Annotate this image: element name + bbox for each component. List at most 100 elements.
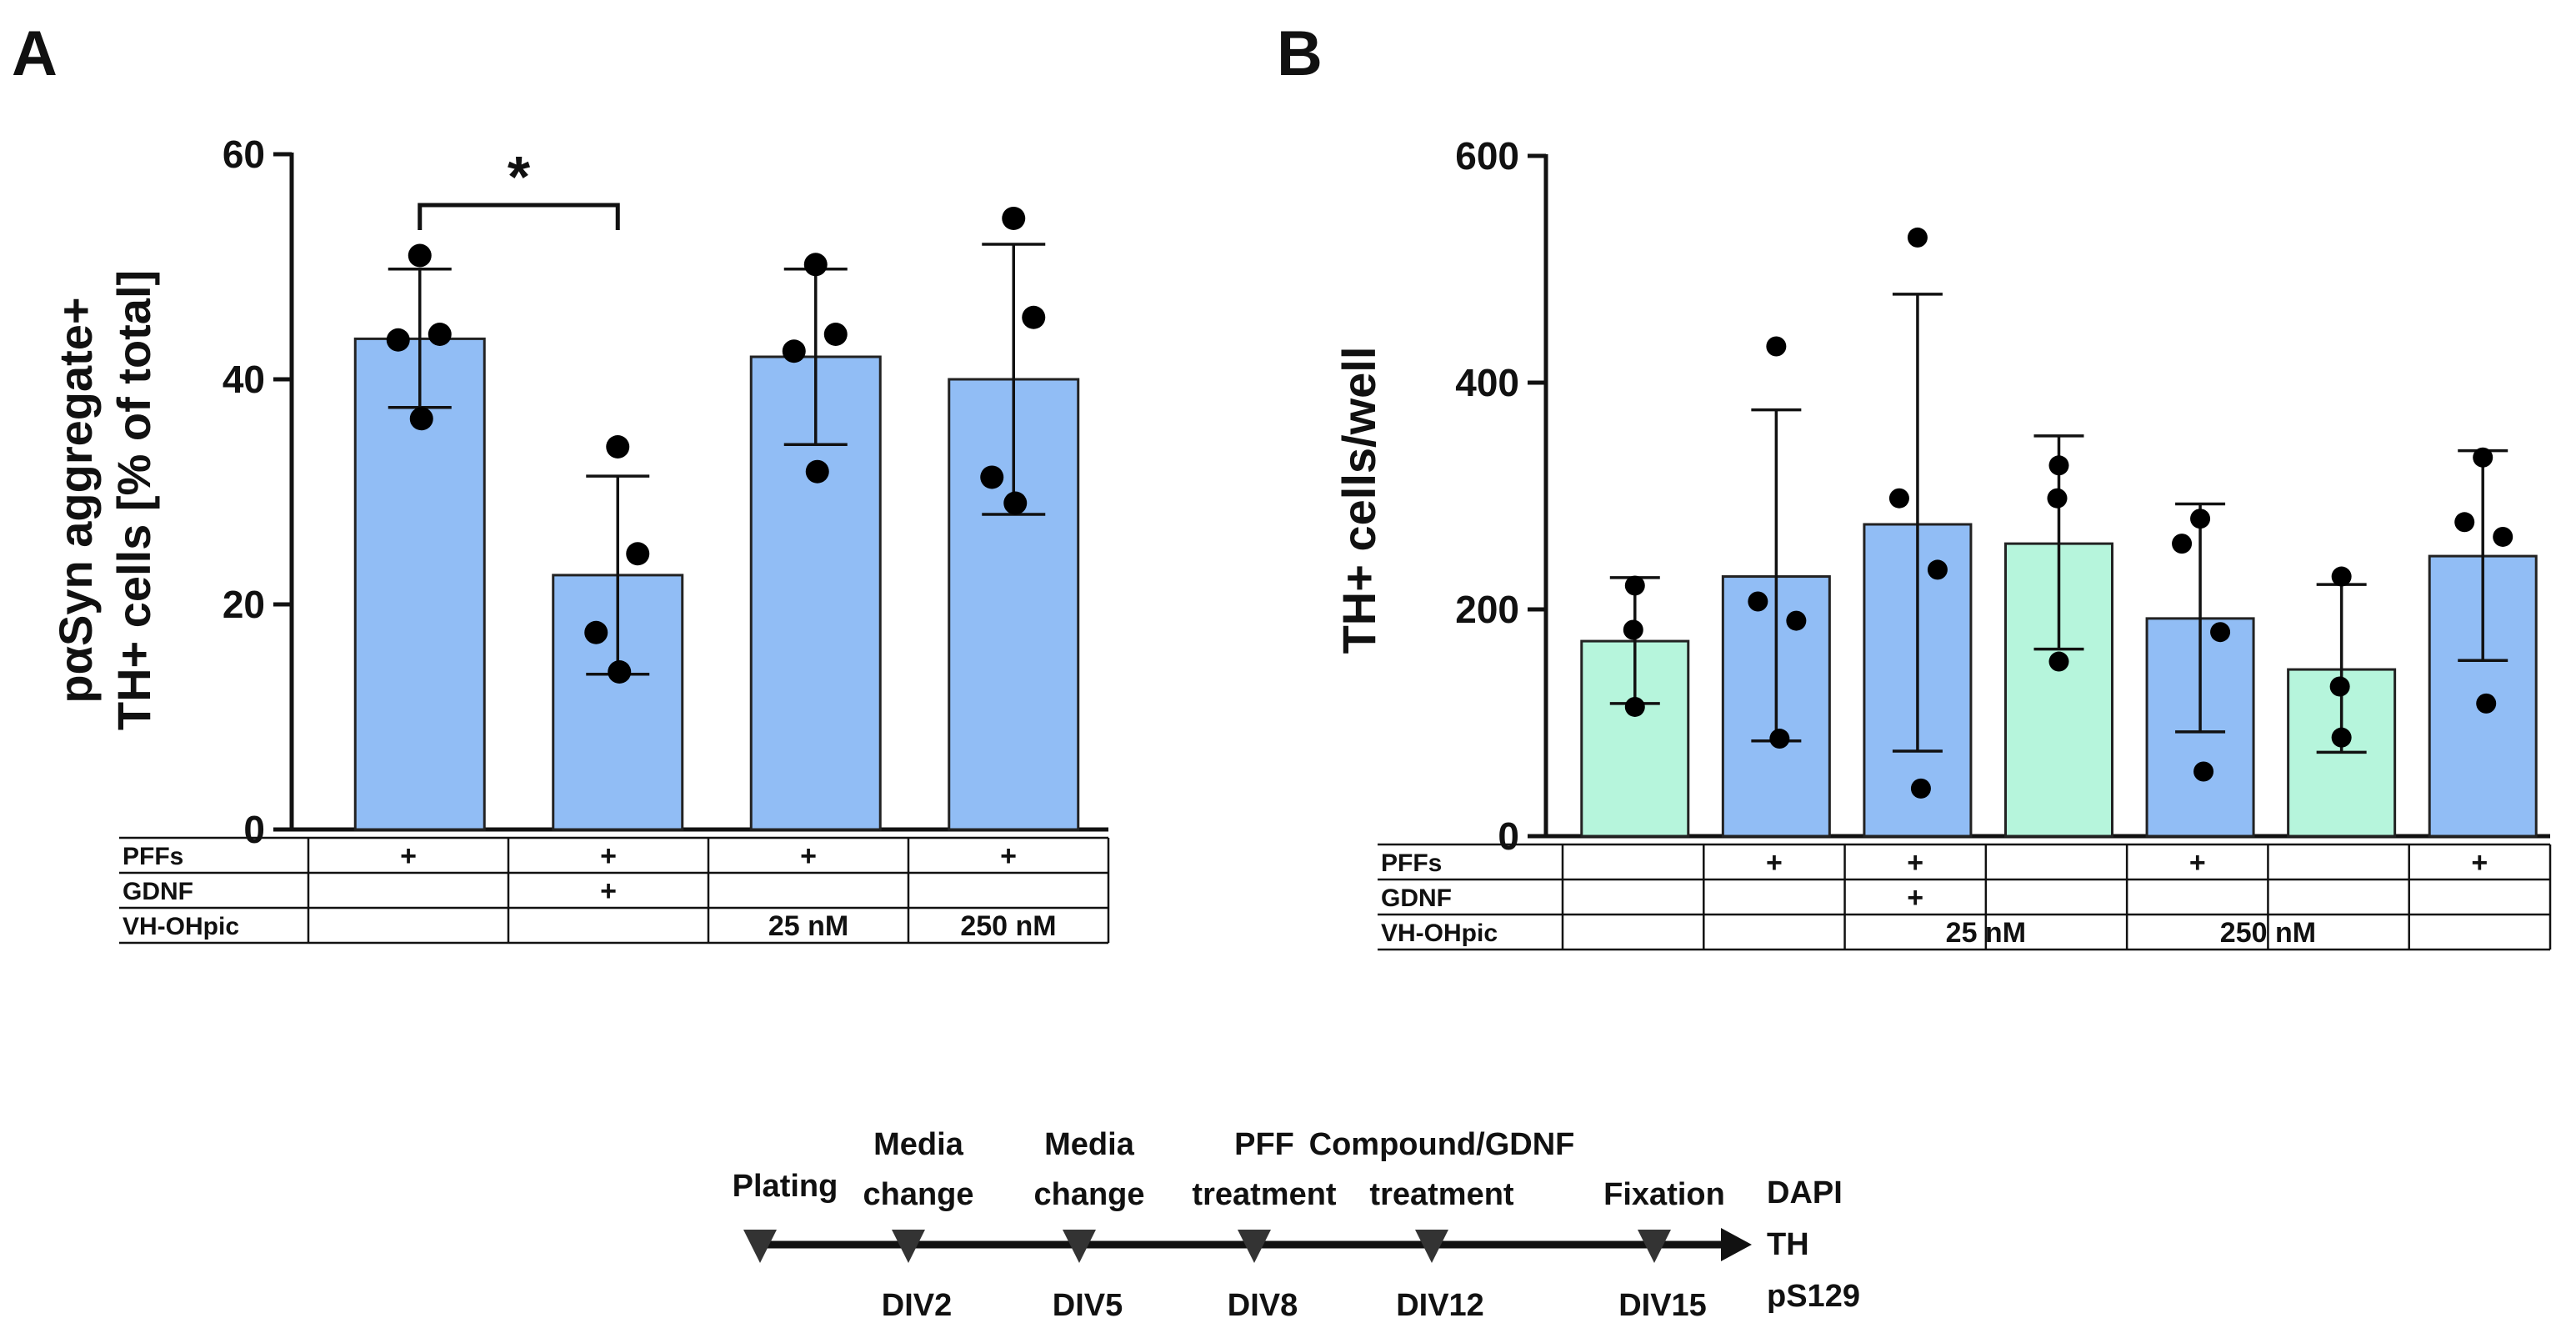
chart-b-data-point (2473, 447, 2493, 468)
chart-b-ytick-label: 400 (1455, 361, 1519, 404)
chart-a-ytick-label: 20 (223, 583, 265, 626)
chart-a: pαSyn aggregate+ TH+ cells [% of total] … (49, 133, 1110, 945)
chart-a-data-point (805, 459, 829, 484)
chart-a-condition-cell: + (1000, 840, 1017, 872)
panel-b-letter: B (1277, 18, 1323, 89)
timeline-day-label: DIV5 (1053, 1288, 1123, 1323)
chart-a-data-point (1003, 491, 1028, 515)
timeline-event-label-line1: Media (873, 1127, 964, 1162)
chart-b-ytick-label: 600 (1455, 134, 1519, 178)
chart-b-data-point (2210, 622, 2231, 643)
chart-b-data-point (2493, 526, 2513, 547)
timeline-marker (743, 1230, 777, 1263)
chart-b-data-point (2048, 651, 2069, 672)
chart-a-condition-row-label: GDNF (123, 878, 193, 905)
timeline-event-label-line1: Media (1044, 1127, 1135, 1162)
chart-a-data-point (626, 542, 650, 566)
chart-b-data-point (1766, 336, 1787, 357)
chart-a-condition-row-label: PFFs (123, 843, 183, 870)
chart-b-data-point (1907, 227, 1928, 248)
chart-b-data-point (2476, 693, 2497, 714)
chart-b-condition-row-label: PFFs (1381, 849, 1442, 877)
chart-a-ytick-label: 0 (243, 808, 265, 851)
chart-b-data-point (2048, 455, 2069, 476)
chart-a-condition-cell: + (400, 840, 417, 872)
chart-b-data-point (2331, 566, 2352, 587)
chart-b-data-point (2190, 509, 2211, 529)
timeline-event-label-line2: treatment (1192, 1177, 1336, 1212)
chart-a-ytick-label: 60 (223, 133, 265, 176)
chart-a-condition-row-label: VH-OHpic (123, 913, 239, 940)
timeline-day-label: DIV12 (1396, 1288, 1484, 1323)
chart-b-data-point (1624, 575, 1645, 596)
timeline-event-label-line2: Plating (733, 1169, 838, 1204)
timeline-stain-label: TH (1767, 1227, 1809, 1262)
chart-a-data-point (428, 323, 452, 346)
chart-a-data-point (408, 243, 432, 268)
chart-b-data-point (2454, 512, 2475, 533)
chart-a-data-point (584, 620, 608, 644)
timeline-event-label-line2: change (1033, 1177, 1144, 1212)
chart-b-condition-cell: 250 nM (2220, 917, 2316, 949)
chart-a-ytick-label: 40 (223, 358, 265, 401)
chart-a-ylabel-line2: TH+ cells [% of total] (108, 270, 160, 730)
timeline-marker (892, 1230, 925, 1263)
chart-b-data-point (1623, 619, 1643, 640)
chart-a-data-point (823, 323, 848, 346)
timeline-marker (1415, 1230, 1448, 1263)
chart-a-significance-label: * (508, 144, 531, 209)
chart-b-condition-cell: + (1907, 847, 1923, 879)
chart-b-data-point (1910, 778, 1931, 799)
chart-b-data-point (1769, 729, 1790, 749)
chart-b-data-point (1786, 610, 1807, 631)
chart-a-condition-cell: 250 nM (960, 910, 1056, 942)
chart-b-data-point (2329, 676, 2350, 697)
chart-a-data-point (608, 660, 632, 684)
chart-b-data-point (1927, 559, 1948, 580)
chart-a-data-point (803, 253, 828, 277)
timeline-stain-label: pS129 (1767, 1279, 1860, 1314)
timeline-event-label-line2: treatment (1369, 1177, 1513, 1212)
chart-b-data-point (2331, 727, 2352, 748)
chart-b-condition-cell: + (1907, 882, 1923, 914)
chart-b: TH+ cells/well 0 200 400 600 PFFs GDNF VH-OHp… (1333, 134, 2552, 951)
chart-b-ytick-label: 0 (1498, 814, 1519, 858)
timeline-event-label-line2: Fixation (1603, 1177, 1725, 1212)
chart-a-data-point (606, 435, 630, 459)
timeline-day-label: DIV8 (1228, 1288, 1298, 1323)
chart-b-data-point (2047, 488, 2068, 509)
chart-a-significance-bracket (418, 203, 620, 230)
chart-a-condition-cell: + (800, 840, 817, 872)
chart-b-condition-row-label: VH-OHpic (1381, 920, 1498, 947)
timeline-event-label-line1: PFF (1234, 1127, 1294, 1162)
chart-a-data-point (1002, 206, 1026, 230)
chart-a-condition-cell: + (600, 840, 617, 872)
chart-b-data-point (2172, 534, 2193, 554)
chart-a-data-point (782, 339, 806, 363)
chart-b-condition-cell: + (2189, 847, 2206, 879)
chart-b-condition-cell: + (2471, 847, 2488, 879)
chart-a-bars: * (353, 144, 1080, 831)
chart-b-bars (1580, 227, 2538, 838)
chart-b-data-point (1624, 696, 1645, 717)
chart-b-ytick-label: 200 (1455, 588, 1519, 631)
chart-a-ylabel-line1: pαSyn aggregate+ (49, 297, 102, 703)
chart-b-data-point (1888, 488, 1909, 509)
chart-b-ylabel: TH+ cells/well (1333, 347, 1385, 654)
timeline-day-label: DIV15 (1618, 1288, 1707, 1323)
chart-b-data-point (2193, 761, 2214, 782)
panel-a-letter: A (12, 18, 58, 89)
timeline-arrow-head (1721, 1228, 1752, 1261)
chart-a-condition-cell: 25 nM (768, 910, 848, 942)
timeline-marker (1063, 1230, 1096, 1263)
chart-b-condition-cell: 25 nM (1946, 917, 2026, 949)
chart-b-condition-row-label: GDNF (1381, 884, 1452, 912)
timeline-stain-label: DAPI (1767, 1175, 1843, 1210)
chart-a-data-point (1022, 305, 1046, 329)
chart-a-condition-cell: + (600, 875, 617, 907)
chart-b-condition-cell: + (1766, 847, 1783, 879)
timeline-event-label-line1: Compound/GDNF (1309, 1127, 1575, 1162)
